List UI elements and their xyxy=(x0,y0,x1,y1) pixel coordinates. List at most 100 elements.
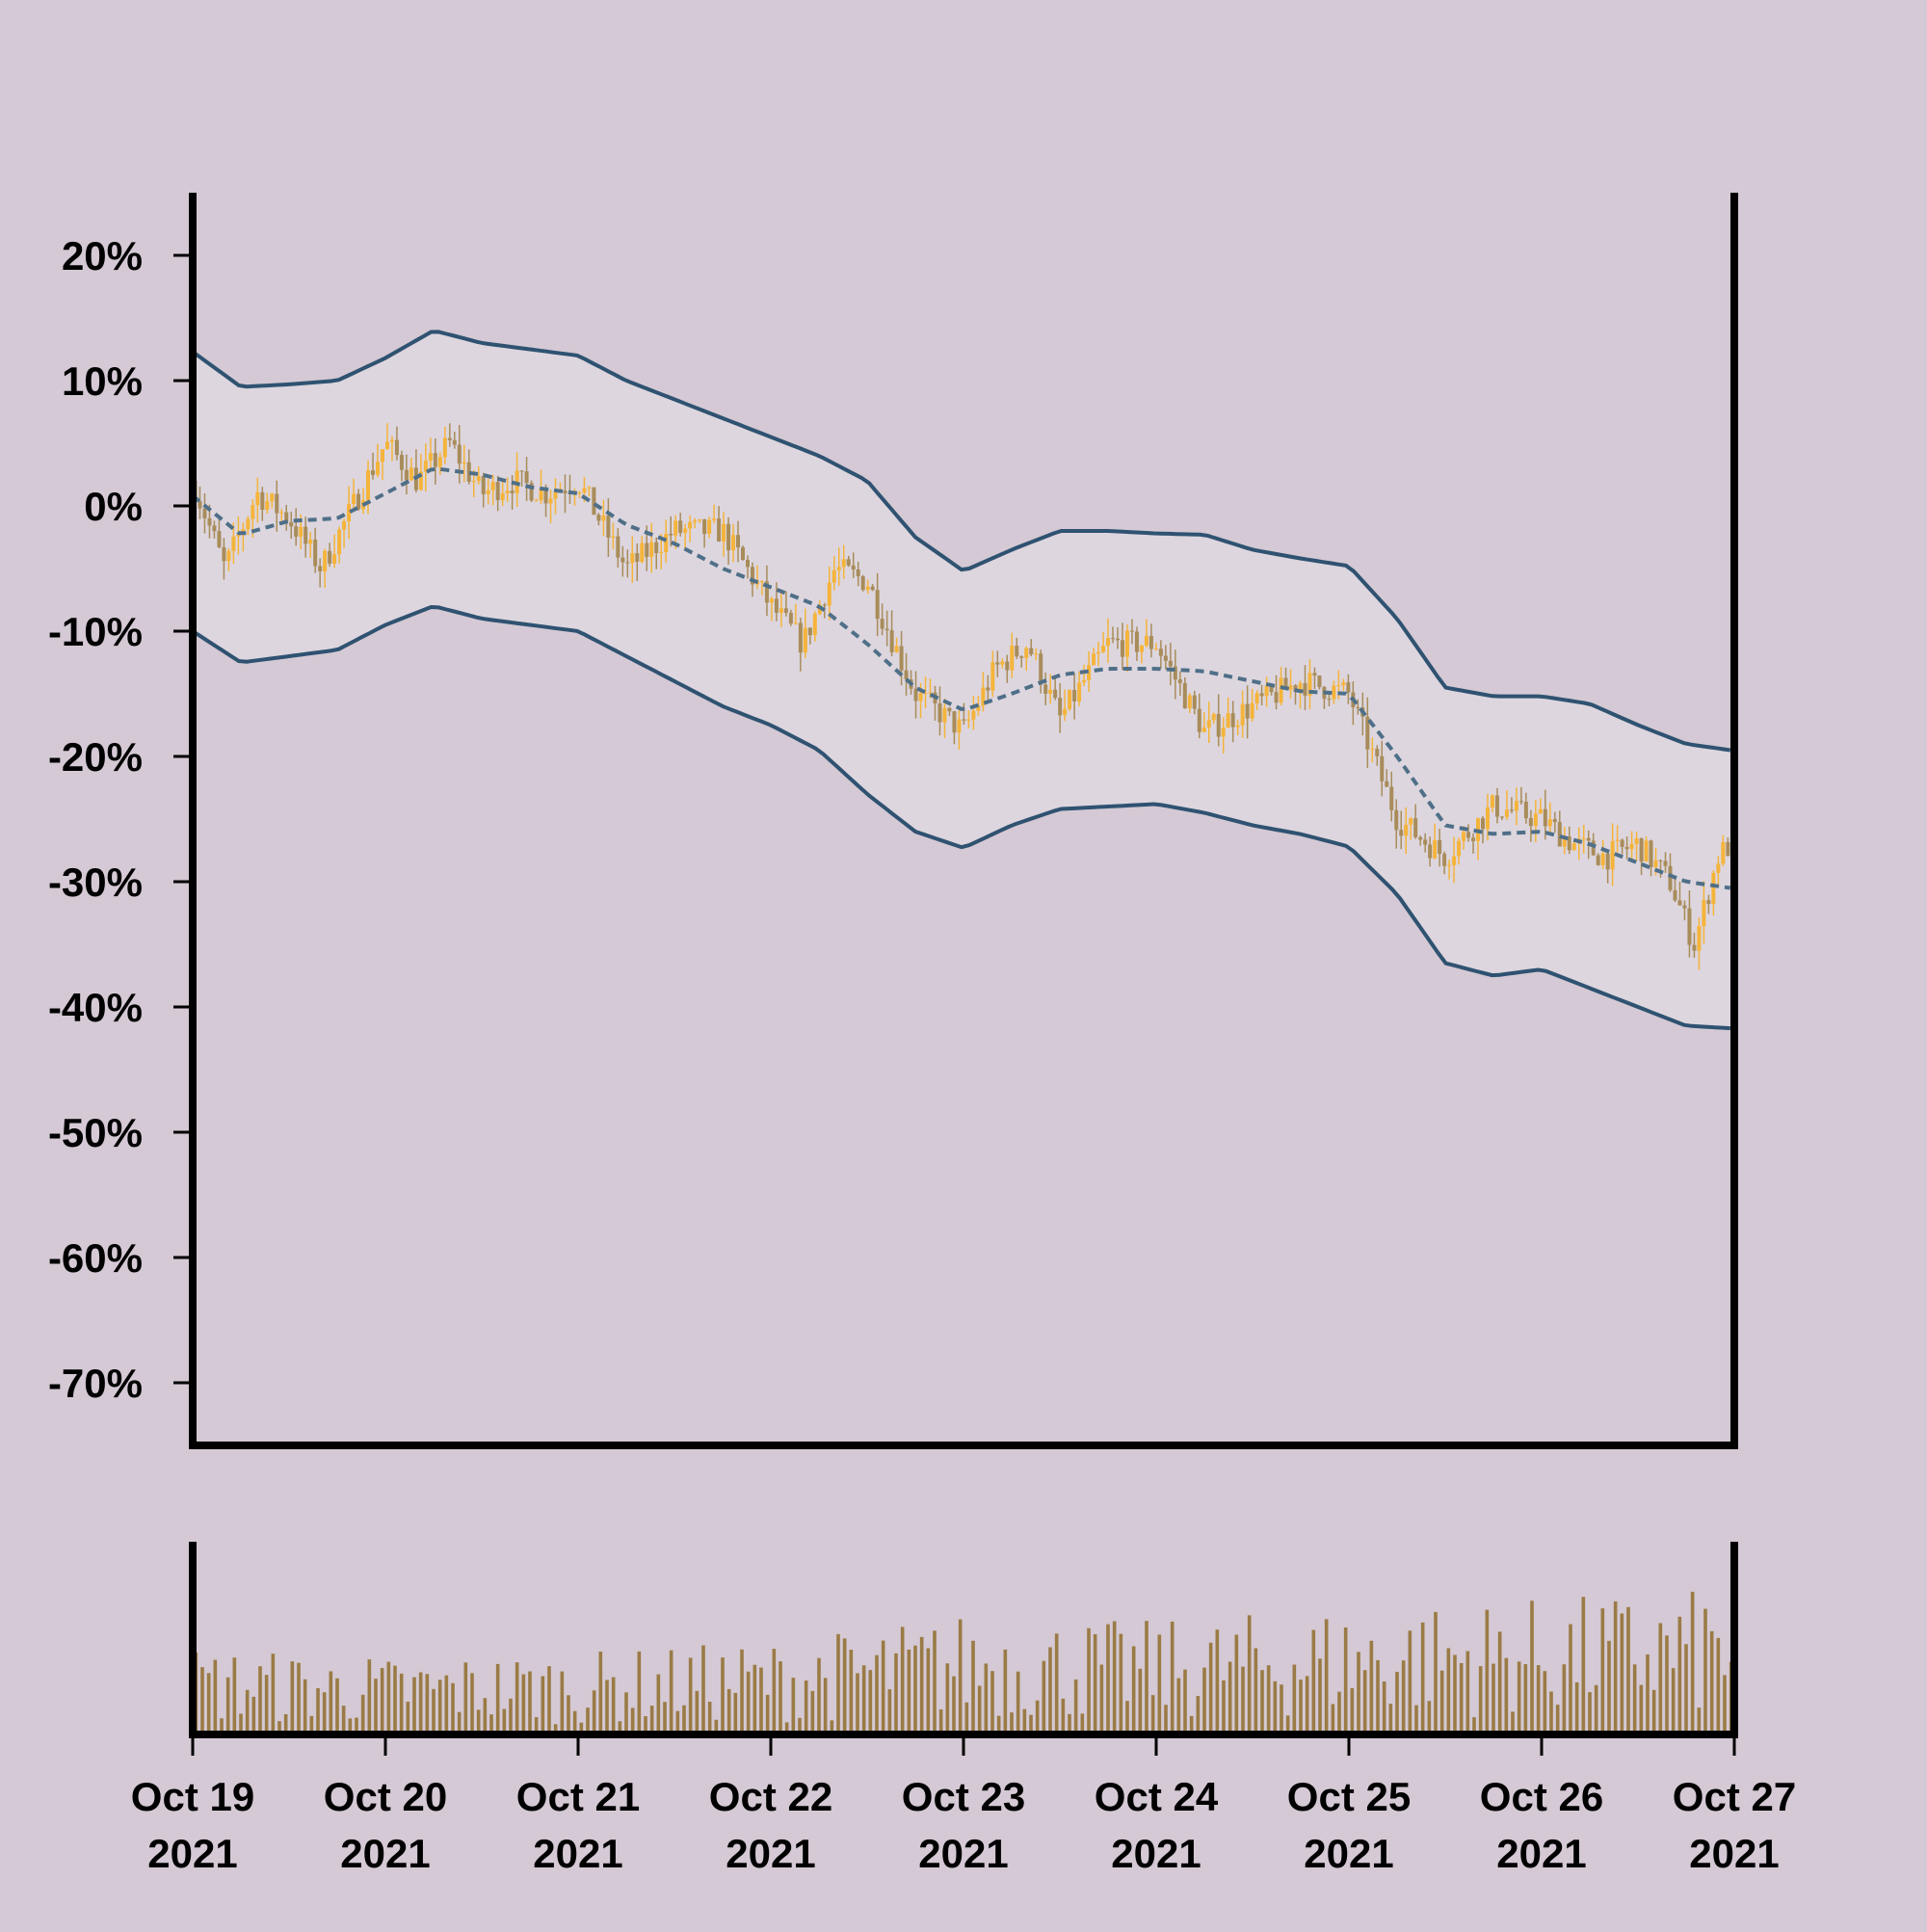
candle-body xyxy=(251,505,255,519)
candle-body xyxy=(1706,900,1711,905)
y-tick-label: -70% xyxy=(48,1361,143,1406)
candle-body xyxy=(1053,689,1058,699)
volume-bar xyxy=(649,1706,654,1734)
y-tick-label: -10% xyxy=(48,609,143,654)
volume-bar xyxy=(341,1706,346,1734)
volume-bar xyxy=(804,1681,808,1734)
volume-bar xyxy=(502,1708,507,1734)
x-tick-label-date: Oct 26 xyxy=(1480,1774,1603,1819)
candle-body xyxy=(1457,840,1462,857)
volume-bar xyxy=(1446,1648,1451,1734)
candle-body xyxy=(1466,832,1471,838)
volume-bar xyxy=(1093,1634,1097,1734)
x-tick-label-year: 2021 xyxy=(726,1831,815,1876)
volume-bar xyxy=(1382,1681,1386,1734)
volume-bar xyxy=(380,1668,384,1734)
candle-body xyxy=(495,482,500,501)
volume-bar xyxy=(682,1705,686,1734)
volume-bar xyxy=(1157,1634,1162,1734)
volume-bar xyxy=(933,1630,937,1734)
candle-body xyxy=(384,441,389,450)
candle-body xyxy=(750,567,754,585)
candle-body xyxy=(1077,682,1082,701)
candle-body xyxy=(409,467,413,481)
candle-body xyxy=(803,627,807,653)
y-tick-label: -30% xyxy=(48,860,143,905)
candle-body xyxy=(596,515,601,521)
volume-bar xyxy=(714,1719,719,1734)
candle-body xyxy=(471,481,476,483)
candle-body xyxy=(337,529,342,555)
volume-bar xyxy=(399,1673,404,1734)
candle-body xyxy=(270,493,275,502)
candle-body xyxy=(1523,801,1528,819)
candle-body xyxy=(1658,860,1663,861)
candle-body xyxy=(198,501,202,509)
volume-bar xyxy=(367,1659,372,1734)
candle-body xyxy=(1230,713,1235,728)
volume-bar xyxy=(996,1715,1001,1734)
volume-bar xyxy=(752,1664,757,1734)
candle-body xyxy=(1192,695,1197,709)
candle-body xyxy=(332,554,337,564)
candle-body xyxy=(827,582,832,606)
volume-bar xyxy=(283,1714,288,1734)
candle-body xyxy=(606,515,611,538)
candle-body xyxy=(1447,864,1452,866)
candle-body xyxy=(289,522,294,527)
volume-bar xyxy=(1285,1715,1290,1734)
volume-bar xyxy=(277,1721,281,1734)
candle-body xyxy=(587,487,592,489)
volume-bar xyxy=(1227,1661,1232,1734)
candle-body xyxy=(323,550,328,572)
x-tick-label-date: Oct 20 xyxy=(324,1774,447,1819)
volume-bar xyxy=(1010,1712,1014,1734)
candle-body xyxy=(1428,844,1433,859)
candle-body xyxy=(1201,727,1206,732)
volume-bar xyxy=(225,1677,230,1734)
candle-body xyxy=(1240,703,1245,726)
volume-bar xyxy=(1042,1660,1046,1734)
volume-bar xyxy=(560,1671,565,1734)
candle-body xyxy=(275,493,279,514)
candle-body xyxy=(1153,648,1158,650)
volume-bar xyxy=(1530,1601,1534,1734)
candle-body xyxy=(1327,699,1332,701)
candle-body xyxy=(1518,801,1523,803)
candle-body xyxy=(1341,682,1346,686)
candle-body xyxy=(1039,653,1043,685)
volume-bar xyxy=(1472,1717,1476,1734)
candle-body xyxy=(894,646,899,652)
volume-bar xyxy=(746,1671,751,1734)
candle-body xyxy=(1509,809,1514,811)
candle-body xyxy=(1711,872,1716,905)
candle-body xyxy=(1120,640,1124,657)
candle-body xyxy=(1187,695,1192,709)
volume-bar xyxy=(463,1662,468,1734)
candle-body xyxy=(783,608,788,613)
candle-body xyxy=(505,490,510,494)
candle-body xyxy=(582,488,587,493)
candle-body xyxy=(553,491,558,499)
volume-bar xyxy=(1112,1621,1117,1734)
candle-body xyxy=(640,543,645,562)
volume-bar xyxy=(1247,1615,1252,1734)
candle-body xyxy=(1019,656,1024,658)
candle-body xyxy=(654,542,659,554)
candle-body xyxy=(217,531,222,547)
candle-body xyxy=(592,487,596,516)
volume-bar xyxy=(1029,1714,1033,1734)
candle-body xyxy=(222,546,226,562)
volume-bar xyxy=(470,1673,474,1734)
candle-body xyxy=(1413,818,1418,837)
x-tick-label-date: Oct 22 xyxy=(709,1774,832,1819)
volume-bar xyxy=(444,1675,449,1734)
volume-bar xyxy=(309,1715,314,1734)
volume-bar xyxy=(297,1662,301,1734)
candle-body xyxy=(1673,889,1677,901)
candle-body xyxy=(356,493,361,510)
candle-body xyxy=(1124,630,1129,657)
candle-body xyxy=(1087,665,1092,680)
candle-body xyxy=(313,540,318,567)
candle-body xyxy=(1596,855,1600,865)
